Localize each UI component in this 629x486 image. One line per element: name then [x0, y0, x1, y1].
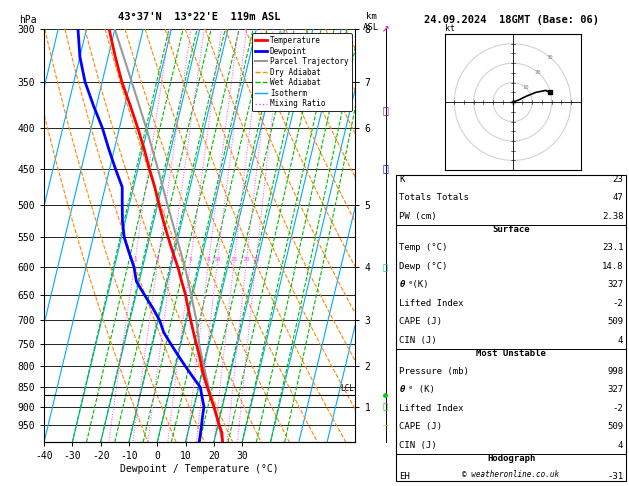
Text: ☰: ☰ — [382, 105, 389, 115]
Text: Lifted Index: Lifted Index — [399, 404, 464, 413]
Text: kt: kt — [445, 24, 455, 33]
Text: 10: 10 — [522, 85, 528, 90]
Text: 43°37'N  13°22'E  119m ASL: 43°37'N 13°22'E 119m ASL — [118, 12, 281, 22]
Text: PW (cm): PW (cm) — [399, 212, 437, 221]
Text: K: K — [399, 175, 405, 184]
Text: θ: θ — [399, 385, 405, 395]
Text: Hodograph: Hodograph — [487, 454, 535, 463]
Text: km
ASL: km ASL — [363, 12, 379, 32]
Text: 24.09.2024  18GMT (Base: 06): 24.09.2024 18GMT (Base: 06) — [423, 15, 599, 25]
Text: -2: -2 — [613, 404, 623, 413]
Text: Totals Totals: Totals Totals — [399, 193, 469, 203]
Text: 25: 25 — [252, 257, 260, 261]
Text: ●: ● — [383, 391, 388, 399]
Text: 23: 23 — [613, 175, 623, 184]
Text: 10: 10 — [214, 257, 221, 261]
Text: CAPE (J): CAPE (J) — [399, 422, 442, 432]
Text: Most Unstable: Most Unstable — [476, 348, 546, 358]
Text: 5: 5 — [189, 257, 192, 261]
Text: Dewp (°C): Dewp (°C) — [399, 262, 448, 271]
Text: hPa: hPa — [19, 15, 36, 25]
Text: 4: 4 — [618, 336, 623, 345]
Text: CIN (J): CIN (J) — [399, 441, 437, 450]
Text: 4: 4 — [618, 441, 623, 450]
Legend: Temperature, Dewpoint, Parcel Trajectory, Dry Adiabat, Wet Adiabat, Isotherm, Mi: Temperature, Dewpoint, Parcel Trajectory… — [252, 33, 352, 111]
Text: 15: 15 — [230, 257, 238, 261]
Text: EH: EH — [399, 472, 410, 481]
Text: 47: 47 — [613, 193, 623, 203]
Text: 1: 1 — [133, 257, 136, 261]
Text: ᵉ (K): ᵉ (K) — [408, 385, 435, 395]
Text: ᵉ(K): ᵉ(K) — [408, 280, 429, 289]
Text: Surface: Surface — [493, 225, 530, 234]
Text: ☰: ☰ — [383, 402, 388, 411]
Text: 20: 20 — [243, 257, 250, 261]
Text: © weatheronline.co.uk: © weatheronline.co.uk — [462, 469, 560, 479]
Text: θ: θ — [399, 280, 405, 289]
Text: 20: 20 — [535, 70, 541, 75]
Text: 14.8: 14.8 — [602, 262, 623, 271]
Text: 327: 327 — [607, 385, 623, 395]
Text: —: — — [383, 421, 388, 430]
Text: CIN (J): CIN (J) — [399, 336, 437, 345]
Text: Pressure (mb): Pressure (mb) — [399, 367, 469, 376]
X-axis label: Dewpoint / Temperature (°C): Dewpoint / Temperature (°C) — [120, 464, 279, 474]
Text: 23.1: 23.1 — [602, 243, 623, 252]
Text: -31: -31 — [607, 472, 623, 481]
Text: 509: 509 — [607, 422, 623, 432]
Text: 8: 8 — [207, 257, 211, 261]
Text: 2: 2 — [156, 257, 160, 261]
Text: 509: 509 — [607, 317, 623, 326]
Text: 2.38: 2.38 — [602, 212, 623, 221]
Text: ☰: ☰ — [383, 263, 388, 272]
Text: LCL: LCL — [341, 384, 355, 393]
Text: -2: -2 — [613, 299, 623, 308]
Text: 327: 327 — [607, 280, 623, 289]
Text: ↗: ↗ — [382, 23, 389, 35]
Text: ☰: ☰ — [382, 163, 389, 174]
Text: 30: 30 — [547, 55, 554, 60]
Text: Temp (°C): Temp (°C) — [399, 243, 448, 252]
Text: 3: 3 — [170, 257, 174, 261]
Text: 998: 998 — [607, 367, 623, 376]
Text: CAPE (J): CAPE (J) — [399, 317, 442, 326]
Text: Lifted Index: Lifted Index — [399, 299, 464, 308]
